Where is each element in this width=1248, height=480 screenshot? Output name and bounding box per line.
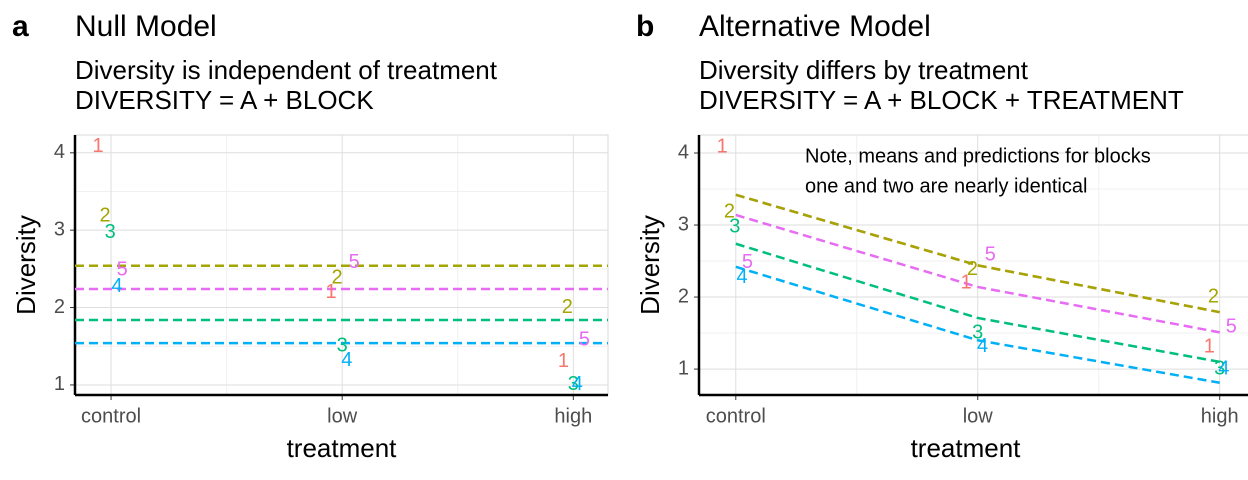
point-label: 5 (349, 251, 360, 273)
point-label: 4 (977, 335, 988, 357)
point-label: 1 (961, 272, 972, 294)
panel-subtitle: Diversity is independent of treatment (75, 55, 498, 85)
panel-tag: a (12, 10, 29, 43)
point-label: 2 (724, 200, 735, 222)
panel-subtitle: DIVERSITY = A + BLOCK + TREATMENT (699, 85, 1184, 115)
point-label: 3 (337, 335, 348, 357)
point-label: 4 (572, 373, 583, 395)
prediction-line (735, 242, 1220, 364)
point-label: 2 (332, 266, 343, 288)
y-tick-label: 4 (54, 141, 65, 163)
y-axis-title: Diversity (11, 215, 41, 315)
annotation: one and two are nearly identical (805, 175, 1087, 197)
point-label: 1 (326, 281, 337, 303)
prediction-line (735, 265, 1220, 384)
prediction-line (735, 193, 1220, 314)
x-axis-title: treatment (911, 433, 1022, 463)
y-tick-label: 3 (678, 213, 689, 235)
point-label: 4 (112, 275, 123, 297)
point-label: 5 (985, 244, 996, 266)
point-label: 4 (737, 266, 748, 288)
x-tick-label: control (81, 405, 141, 427)
point-label: 3 (105, 221, 116, 243)
y-tick-label: 3 (54, 218, 65, 240)
point-label: 1 (93, 135, 104, 157)
y-tick-label: 2 (678, 285, 689, 307)
point-label: 5 (579, 328, 590, 350)
x-axis-title: treatment (287, 433, 398, 463)
prediction-line (735, 213, 1220, 334)
panel-title: Alternative Model (699, 10, 931, 43)
point-label: 1 (717, 136, 728, 158)
point-label: 2 (562, 296, 573, 318)
annotation: Note, means and predictions for blocks (805, 145, 1151, 167)
panel-subtitle: DIVERSITY = A + BLOCK (75, 85, 374, 115)
x-tick-label: high (554, 405, 592, 427)
point-label: 3 (972, 321, 983, 343)
y-tick-label: 4 (678, 141, 689, 163)
x-tick-label: low (327, 405, 358, 427)
point-label: 2 (967, 258, 978, 280)
point-label: 1 (558, 350, 569, 372)
point-label: 4 (1218, 357, 1229, 379)
point-label: 4 (341, 349, 352, 371)
point-label: 3 (1214, 357, 1225, 379)
panel-subtitle: Diversity differs by treatment (699, 55, 1029, 85)
point-label: 5 (1226, 316, 1237, 338)
point-label: 3 (729, 215, 740, 237)
x-tick-label: high (1201, 405, 1239, 427)
y-tick-label: 1 (678, 357, 689, 379)
point-label: 2 (1208, 285, 1219, 307)
x-tick-label: low (963, 405, 994, 427)
panel-tag: b (636, 10, 654, 43)
point-label: 5 (117, 259, 128, 281)
panel-title: Null Model (75, 10, 217, 43)
x-tick-label: control (706, 405, 766, 427)
y-axis-title: Diversity (635, 215, 665, 315)
y-tick-label: 1 (54, 373, 65, 395)
point-label: 5 (742, 251, 753, 273)
point-label: 2 (99, 205, 110, 227)
y-tick-label: 2 (54, 296, 65, 318)
point-label: 3 (568, 373, 579, 395)
point-label: 1 (1204, 336, 1215, 358)
